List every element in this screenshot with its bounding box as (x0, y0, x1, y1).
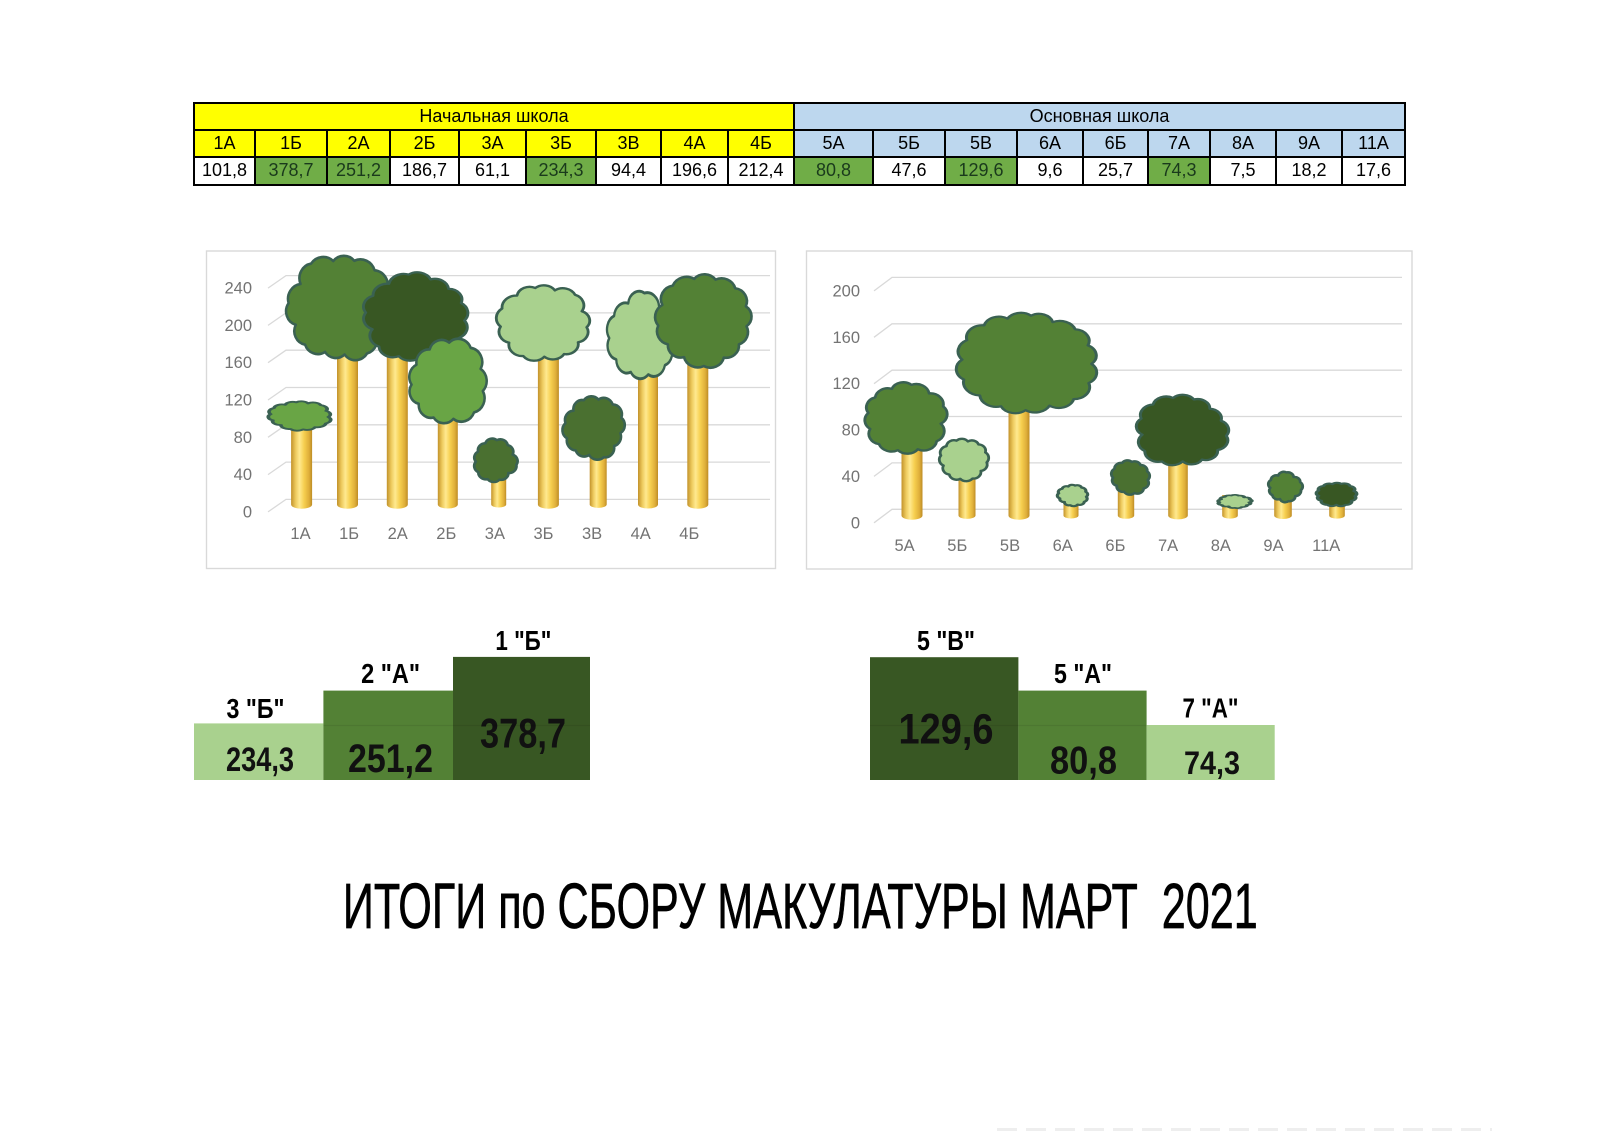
svg-text:0: 0 (851, 514, 860, 532)
svg-text:6Б: 6Б (1105, 537, 1125, 555)
svg-text:7А: 7А (1158, 537, 1178, 555)
svg-text:160: 160 (832, 329, 860, 347)
svg-text:80: 80 (234, 429, 252, 447)
svg-text:40: 40 (842, 468, 860, 486)
svg-text:4А: 4А (631, 525, 651, 543)
svg-text:80,8: 80,8 (1050, 740, 1117, 783)
svg-text:2 "А": 2 "А" (361, 658, 420, 689)
svg-text:200: 200 (832, 282, 860, 300)
svg-text:5Б: 5Б (947, 537, 967, 555)
svg-text:40: 40 (234, 466, 252, 484)
svg-text:5А: 5А (895, 537, 915, 555)
svg-text:120: 120 (224, 392, 252, 410)
svg-text:7 "А": 7 "А" (1183, 693, 1239, 724)
svg-text:1А: 1А (290, 525, 310, 543)
svg-text:1 "Б": 1 "Б" (495, 625, 551, 656)
svg-text:5В: 5В (1000, 537, 1020, 555)
svg-text:3В: 3В (582, 525, 602, 543)
svg-text:0: 0 (243, 503, 252, 521)
svg-text:3А: 3А (485, 525, 505, 543)
svg-text:240: 240 (224, 280, 252, 298)
svg-text:74,3: 74,3 (1184, 745, 1240, 781)
svg-text:2Б: 2Б (436, 525, 456, 543)
svg-text:3 "Б": 3 "Б" (227, 693, 285, 724)
svg-text:378,7: 378,7 (480, 710, 566, 757)
svg-text:8А: 8А (1211, 537, 1231, 555)
svg-text:129,6: 129,6 (899, 707, 994, 754)
svg-text:200: 200 (224, 317, 252, 335)
svg-text:1Б: 1Б (339, 525, 359, 543)
svg-text:120: 120 (832, 375, 860, 393)
svg-text:80: 80 (842, 422, 860, 440)
svg-text:234,3: 234,3 (226, 741, 294, 779)
svg-text:4Б: 4Б (679, 525, 699, 543)
svg-text:11А: 11А (1312, 537, 1340, 555)
svg-text:5 "А": 5 "А" (1054, 658, 1112, 689)
svg-text:2А: 2А (388, 525, 408, 543)
svg-text:251,2: 251,2 (348, 737, 433, 781)
svg-text:9А: 9А (1263, 537, 1283, 555)
svg-text:5 "В": 5 "В" (917, 625, 975, 656)
svg-text:6А: 6А (1053, 537, 1073, 555)
svg-text:160: 160 (224, 354, 252, 372)
svg-text:3Б: 3Б (533, 525, 553, 543)
